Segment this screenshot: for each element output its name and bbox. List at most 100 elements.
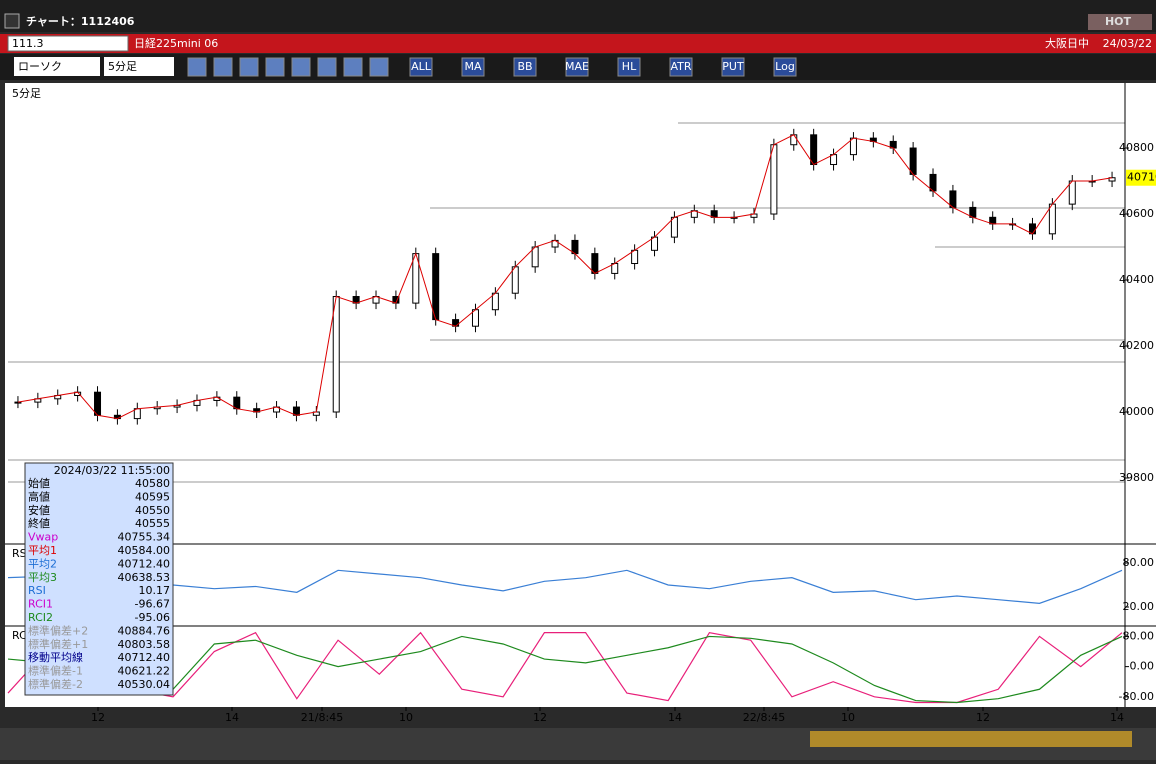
x-tick-label: 12 (976, 711, 990, 724)
x-tick-label: 10 (399, 711, 413, 724)
info-value: 40755.34 (118, 531, 171, 544)
indicator-line (7, 631, 1123, 704)
y-tick-label: 39800 (1119, 471, 1154, 484)
candle (1068, 180, 1076, 205)
interval-select-text[interactable]: 5分足 (108, 60, 137, 73)
candle (849, 137, 857, 156)
candle (810, 134, 818, 166)
style-select[interactable] (14, 57, 100, 76)
toolbar-button[interactable] (409, 57, 433, 77)
candle (1048, 203, 1056, 235)
y-tick-label: 80.00 (1123, 629, 1155, 642)
symbol-name: 日経225mini 06 (134, 37, 218, 50)
info-value: 40530.04 (118, 678, 171, 691)
y-tick-label: 40600 (1119, 207, 1154, 220)
toolbar-icon (291, 57, 311, 77)
candle (511, 266, 519, 294)
y-tick-label: 40400 (1119, 273, 1154, 286)
info-value: -96.67 (135, 598, 170, 611)
toolbar-button[interactable] (721, 57, 745, 77)
toolbar-buttons: ALL MA BB MAE HL ATR PUT Log (187, 57, 797, 77)
info-value: 40803.58 (118, 638, 171, 651)
toolbar-button[interactable] (565, 57, 589, 77)
x-tick-label: 14 (668, 711, 682, 724)
x-tick-label: 14 (225, 711, 239, 724)
candle (909, 147, 917, 175)
info-datetime: 2024/03/22 11:55:00 (54, 464, 170, 477)
close-line (17, 134, 1113, 420)
toolbar-icon (239, 57, 259, 77)
info-value: 40584.00 (118, 544, 171, 557)
title-bar (0, 0, 1156, 32)
info-value: 40621.22 (118, 665, 171, 678)
app-icon (4, 13, 20, 29)
info-value: -95.06 (135, 611, 170, 624)
candle (929, 173, 937, 192)
candle (332, 296, 340, 413)
x-tick-label: 12 (533, 711, 547, 724)
toolbar-icon (343, 57, 363, 77)
info-label: RCI2 (28, 611, 53, 624)
toolbar-button-label: MA (464, 60, 481, 73)
hot-button[interactable] (1088, 14, 1152, 30)
toolbar-button[interactable] (669, 57, 693, 77)
info-value: 10.17 (139, 584, 171, 597)
interval-select[interactable] (104, 57, 174, 76)
last-price-box (1126, 169, 1156, 186)
toolbar-icon (213, 57, 233, 77)
candle (670, 216, 678, 238)
info-label: 終値 (28, 516, 50, 530)
toolbar-button[interactable] (773, 57, 797, 77)
toolbar-button-label: PUT (722, 60, 744, 73)
y-tick-label: 40800 (1119, 141, 1154, 154)
x-tick-label: 10 (841, 711, 855, 724)
candle (94, 391, 102, 416)
toolbar-button-label: ATR (670, 60, 691, 73)
style-select-text[interactable]: ローソク (18, 60, 62, 73)
candle (491, 292, 499, 311)
toolbar-button[interactable] (513, 57, 537, 77)
hot-label[interactable]: HOT (1105, 15, 1132, 28)
scroll-thumb[interactable] (810, 731, 1132, 747)
info-label: RSI (28, 584, 46, 597)
y-tick-label: 40200 (1119, 339, 1154, 352)
info-value: 40884.76 (118, 624, 171, 637)
candle (591, 253, 599, 274)
toolbar-icon (369, 57, 389, 77)
info-label: 始値 (28, 476, 50, 490)
x-tick-label: 12 (91, 711, 105, 724)
info-label: Vwap (28, 531, 58, 544)
y-tick-label: 20.00 (1123, 600, 1155, 613)
date: 24/03/22 (1103, 37, 1152, 50)
candle (471, 309, 479, 327)
chart-area (5, 83, 1156, 707)
info-label: 平均3 (28, 571, 57, 584)
info-label: 標準偏差-1 (28, 664, 83, 678)
symbol-input[interactable] (7, 35, 129, 52)
info-value: 40580 (135, 477, 170, 490)
info-value: 40712.40 (118, 557, 171, 570)
toolbar-button[interactable] (461, 57, 485, 77)
info-value: 40638.53 (118, 571, 171, 584)
indicator-line (7, 569, 1123, 604)
symbol-input-text[interactable]: 111.3 (12, 37, 44, 50)
toolbar-button-label: Log (775, 60, 795, 73)
info-value: 40550 (135, 504, 170, 517)
panel-title: 5分足 (12, 87, 41, 100)
toolbar-button[interactable] (617, 57, 641, 77)
info-label: 安値 (28, 503, 50, 517)
info-label: 高値 (28, 489, 50, 503)
y-tick-label: 80.00 (1123, 556, 1155, 569)
last-price-label: 40710 (1127, 171, 1156, 184)
info-box (24, 462, 174, 696)
info-value: 40712.40 (118, 651, 171, 664)
x-tick-label: 21/8:45 (301, 711, 343, 724)
toolbar-button-label: MAE (565, 60, 589, 73)
info-label: 標準偏差-2 (28, 677, 83, 691)
info-label: 標準偏差+2 (28, 623, 88, 637)
info-label: RCI1 (28, 598, 53, 611)
info-value: 40595 (135, 490, 170, 503)
reference-lines (8, 122, 1125, 483)
y-tick-label: 0.00 (1130, 660, 1155, 673)
toolbar-icon (265, 57, 285, 77)
